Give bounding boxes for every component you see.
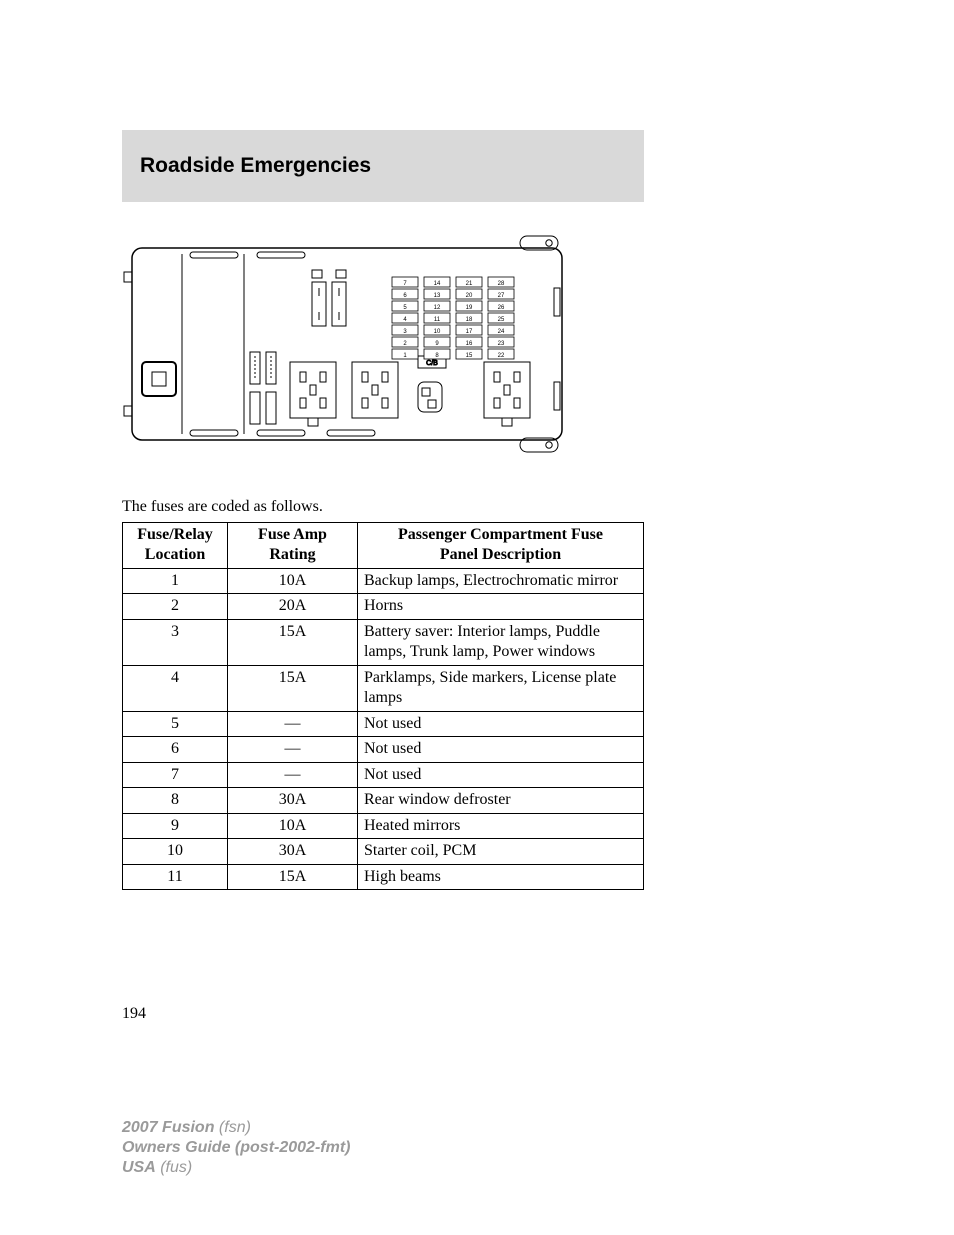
svg-text:28: 28 <box>498 281 505 287</box>
svg-text:12: 12 <box>434 305 441 311</box>
footer-line3: USA (fus) <box>122 1158 350 1178</box>
table-row: 6—Not used <box>123 737 644 762</box>
footer: 2007 Fusion (fsn) Owners Guide (post-200… <box>122 1118 350 1178</box>
table-row: 110ABackup lamps, Electrochromatic mirro… <box>123 568 644 593</box>
cell-desc: Parklamps, Side markers, License plate l… <box>358 665 644 711</box>
cb-label: C/B <box>426 360 438 367</box>
cell-amp: 20A <box>228 594 358 619</box>
section-header: Roadside Emergencies <box>122 130 644 202</box>
svg-text:27: 27 <box>498 293 505 299</box>
table-row: 830ARear window defroster <box>123 788 644 813</box>
cell-location: 8 <box>123 788 228 813</box>
svg-text:16: 16 <box>466 341 473 347</box>
fuse-panel-diagram: C/B 765432114131211109821201918171615282… <box>122 232 572 456</box>
svg-text:18: 18 <box>466 317 473 323</box>
table-row: 1115AHigh beams <box>123 864 644 889</box>
cell-location: 11 <box>123 864 228 889</box>
cell-location: 2 <box>123 594 228 619</box>
cell-amp: 10A <box>228 568 358 593</box>
svg-text:14: 14 <box>434 281 441 287</box>
intro-text: The fuses are coded as follows. <box>122 498 323 516</box>
cell-amp: — <box>228 762 358 787</box>
cell-desc: Not used <box>358 711 644 736</box>
svg-text:11: 11 <box>434 317 441 323</box>
svg-text:26: 26 <box>498 305 505 311</box>
cell-desc: Not used <box>358 762 644 787</box>
table-row: 415AParklamps, Side markers, License pla… <box>123 665 644 711</box>
svg-text:15: 15 <box>466 353 473 359</box>
col-header-amp: Fuse Amp Rating <box>228 523 358 569</box>
table-row: 910AHeated mirrors <box>123 813 644 838</box>
cell-amp: 30A <box>228 839 358 864</box>
cell-desc: Heated mirrors <box>358 813 644 838</box>
footer-line2: Owners Guide (post-2002-fmt) <box>122 1138 350 1158</box>
cell-location: 4 <box>123 665 228 711</box>
table-row: 220AHorns <box>123 594 644 619</box>
cell-desc: Starter coil, PCM <box>358 839 644 864</box>
svg-text:20: 20 <box>466 293 473 299</box>
cell-amp: 15A <box>228 864 358 889</box>
table-row: 1030AStarter coil, PCM <box>123 839 644 864</box>
table-row: 7—Not used <box>123 762 644 787</box>
cell-location: 10 <box>123 839 228 864</box>
table-row: 315ABattery saver: Interior lamps, Puddl… <box>123 619 644 665</box>
cell-desc: Not used <box>358 737 644 762</box>
page-number: 194 <box>122 1005 146 1023</box>
footer-line1: 2007 Fusion (fsn) <box>122 1118 350 1138</box>
svg-text:24: 24 <box>498 329 505 335</box>
cell-desc: Rear window defroster <box>358 788 644 813</box>
cell-location: 1 <box>123 568 228 593</box>
cell-desc: Horns <box>358 594 644 619</box>
cell-location: 9 <box>123 813 228 838</box>
col-header-desc: Passenger Compartment Fuse Panel Descrip… <box>358 523 644 569</box>
cell-amp: — <box>228 737 358 762</box>
cell-amp: 15A <box>228 619 358 665</box>
svg-text:23: 23 <box>498 341 505 347</box>
section-title: Roadside Emergencies <box>140 154 371 178</box>
svg-text:13: 13 <box>434 293 441 299</box>
svg-text:19: 19 <box>466 305 473 311</box>
cell-amp: 15A <box>228 665 358 711</box>
cell-location: 7 <box>123 762 228 787</box>
cell-amp: 30A <box>228 788 358 813</box>
svg-text:22: 22 <box>498 353 505 359</box>
fuse-table: Fuse/Relay Location Fuse Amp Rating Pass… <box>122 522 644 890</box>
cell-location: 6 <box>123 737 228 762</box>
cell-desc: Backup lamps, Electrochromatic mirror <box>358 568 644 593</box>
svg-text:25: 25 <box>498 317 505 323</box>
cell-amp: — <box>228 711 358 736</box>
svg-text:17: 17 <box>466 329 473 335</box>
cell-desc: High beams <box>358 864 644 889</box>
cell-amp: 10A <box>228 813 358 838</box>
cell-location: 3 <box>123 619 228 665</box>
svg-text:10: 10 <box>434 329 441 335</box>
cell-location: 5 <box>123 711 228 736</box>
cell-desc: Battery saver: Interior lamps, Puddle la… <box>358 619 644 665</box>
fuse-panel-svg: C/B 765432114131211109821201918171615282… <box>122 232 572 456</box>
table-row: 5—Not used <box>123 711 644 736</box>
svg-text:21: 21 <box>466 281 473 287</box>
col-header-location: Fuse/Relay Location <box>123 523 228 569</box>
